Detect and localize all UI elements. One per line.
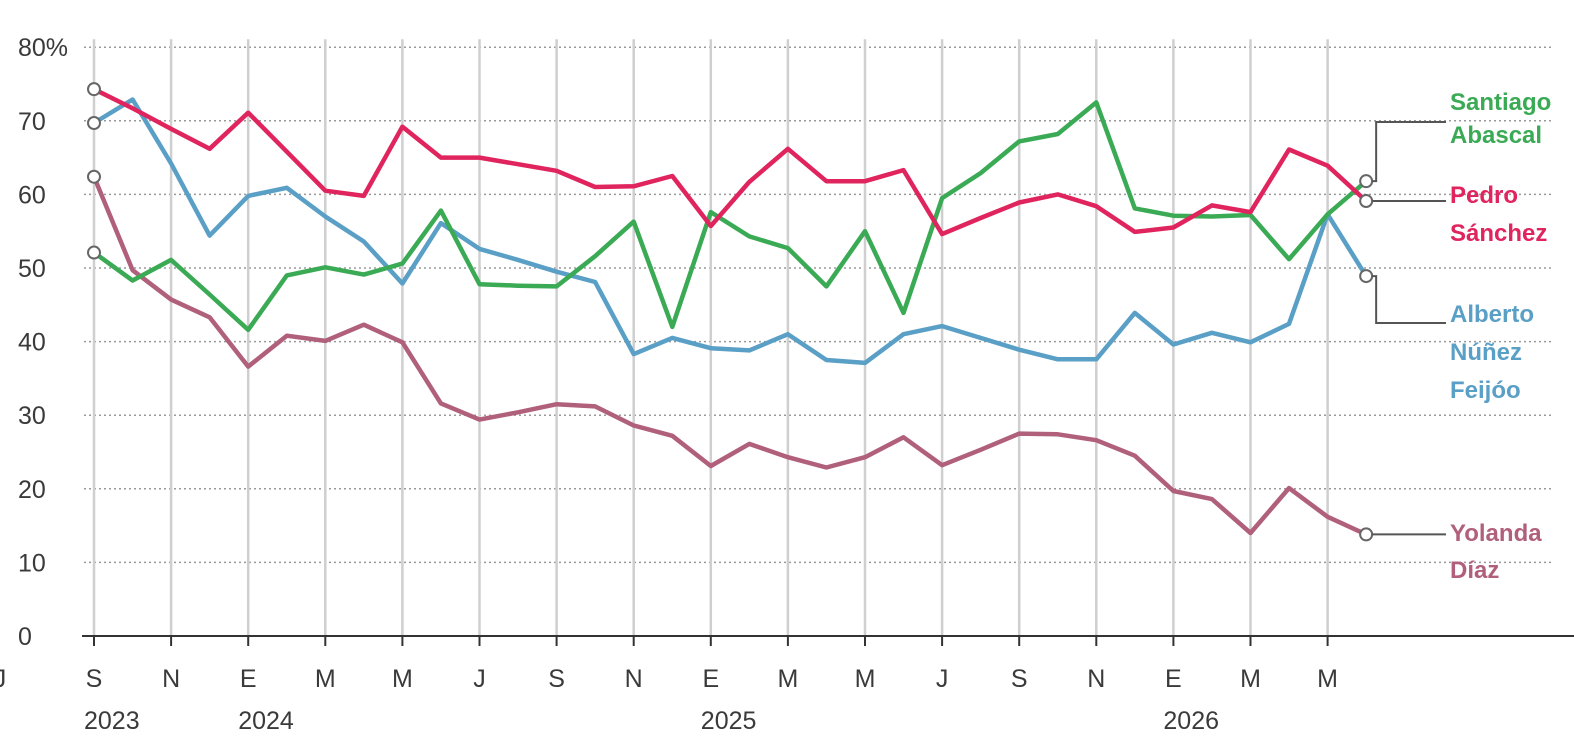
series-label-3: Yolanda [1450, 520, 1542, 547]
gridlines [84, 39, 1554, 636]
axes [82, 635, 1574, 646]
label-connector [1372, 275, 1446, 324]
series-line-1 [91, 100, 1369, 333]
x-tick-label: E [702, 665, 719, 693]
series-point-1 [1359, 174, 1374, 189]
series-labels: Santiago Abascal Pedro Sánchez Alberto Núñez F… [1372, 89, 1551, 584]
y-tick-label: 10 [18, 549, 46, 577]
x-tick-label: S [86, 665, 103, 693]
y-axis-tick-labels: 80% 70 60 50 40 30 20 10 0 [18, 34, 68, 651]
series-line-2 [91, 97, 1369, 366]
series-point-0 [1359, 194, 1374, 209]
x-tick-label: S [1011, 665, 1028, 693]
series-line-3 [91, 174, 1369, 537]
x-tick-label: E [240, 665, 257, 693]
y-tick-label: 20 [18, 476, 46, 504]
x-tick-label: N [625, 665, 643, 693]
year-label: 2026 [1163, 707, 1219, 735]
year-label: 2023 [84, 707, 140, 735]
series-point-3 [1359, 527, 1374, 542]
x-axis-tick-labels: S N E M M J S N E M M J S N E M M J 2023 2024 2025 2026 [0, 665, 1338, 735]
year-label: 2025 [701, 707, 757, 735]
series-label-0: Sánchez [1450, 220, 1547, 247]
x-tick-label: J [0, 665, 6, 693]
series-point-2 [87, 116, 101, 131]
x-tick-label: M [315, 665, 336, 693]
y-tick-label: 30 [18, 402, 46, 430]
label-connector [1372, 121, 1446, 183]
y-tick-label: 70 [18, 108, 46, 136]
y-tick-label: 50 [18, 255, 46, 283]
x-tick-label: J [936, 665, 949, 693]
y-tick-label: 40 [18, 329, 46, 357]
y-tick-label: 0 [18, 623, 32, 651]
x-tick-label: J [473, 665, 486, 693]
x-tick-label: N [1087, 665, 1105, 693]
series-point-0 [87, 82, 101, 97]
y-tick-label: 60 [18, 181, 46, 209]
series-point-2 [1359, 269, 1374, 284]
x-tick-label: M [777, 665, 798, 693]
x-tick-label: N [162, 665, 180, 693]
x-tick-label: S [548, 665, 565, 693]
series-label-2: Alberto [1450, 301, 1534, 328]
series-point-3 [87, 169, 101, 184]
x-tick-label: E [1165, 665, 1182, 693]
series-label-1: Santiago [1450, 89, 1551, 116]
year-label: 2024 [238, 707, 294, 735]
x-tick-label: M [1317, 665, 1338, 693]
series-label-2: Feijóo [1450, 377, 1521, 404]
x-tick-label: M [1240, 665, 1261, 693]
series-label-0: Pedro [1450, 182, 1518, 209]
series-label-2: Núñez [1450, 339, 1522, 366]
series-lines [87, 82, 1374, 542]
series-label-3: Díaz [1450, 557, 1499, 584]
series-label-1: Abascal [1450, 122, 1542, 149]
x-tick-label: M [392, 665, 413, 693]
series-point-1 [87, 245, 101, 260]
y-tick-label: 80% [18, 34, 68, 62]
x-tick-label: M [855, 665, 876, 693]
series-line-0 [91, 86, 1369, 237]
